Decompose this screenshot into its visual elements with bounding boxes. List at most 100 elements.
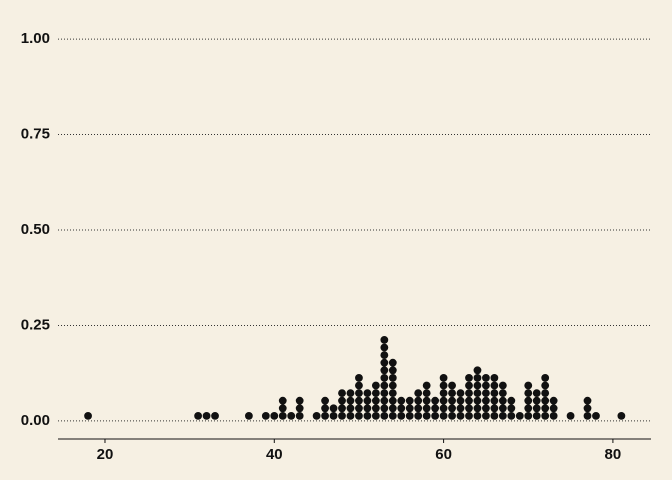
dot: [473, 381, 482, 390]
dot: [498, 412, 507, 420]
dot: [295, 396, 304, 405]
dot: [473, 412, 482, 420]
dot: [473, 404, 482, 413]
dot: [498, 389, 507, 398]
dot: [278, 396, 287, 405]
dot: [482, 381, 490, 390]
dot: [414, 396, 423, 405]
dot: [270, 412, 279, 420]
dot: [363, 404, 372, 413]
dot: [482, 404, 490, 413]
x-tick-label: 20: [97, 446, 114, 463]
dot: [380, 381, 389, 390]
dot: [388, 366, 397, 375]
dot: [473, 374, 482, 382]
dot: [355, 389, 363, 398]
dot: [321, 396, 329, 405]
dot: [465, 374, 473, 382]
y-tick-label: 1.00: [21, 30, 50, 47]
dot: [346, 404, 355, 413]
dot: [371, 412, 380, 420]
dot: [456, 404, 465, 413]
dot: [380, 374, 389, 382]
dot: [380, 351, 389, 360]
dot: [524, 381, 533, 390]
dot: [498, 396, 507, 405]
dot: [439, 396, 448, 405]
dot: [414, 412, 423, 420]
dot: [355, 374, 363, 382]
dot: [507, 412, 516, 420]
dot: [532, 389, 541, 398]
dot: [482, 389, 490, 398]
dot: [448, 412, 456, 420]
dot: [549, 404, 558, 413]
dot: [422, 389, 431, 398]
dot: [482, 374, 490, 382]
dot: [439, 374, 448, 382]
dot: [456, 389, 465, 398]
dot: [482, 396, 490, 405]
dot: [422, 396, 431, 405]
dot: [448, 404, 456, 413]
dot: [422, 381, 431, 390]
dot: [397, 396, 406, 405]
dot: [448, 396, 456, 405]
dot: [346, 412, 355, 420]
dot: [532, 404, 541, 413]
dot: [490, 396, 499, 405]
dot: [465, 412, 473, 420]
dot: [465, 404, 473, 413]
dot: [549, 412, 558, 420]
dot: [194, 412, 203, 420]
dot: [448, 389, 456, 398]
dot: [371, 389, 380, 398]
dot: [414, 389, 423, 398]
dot: [549, 396, 558, 405]
dot: [439, 381, 448, 390]
dot: [465, 396, 473, 405]
dot: [473, 396, 482, 405]
dot: [363, 396, 372, 405]
y-tick-label: 0.00: [21, 412, 50, 429]
dot: [380, 412, 389, 420]
dot: [541, 374, 550, 382]
dot: [490, 389, 499, 398]
dot: [388, 358, 397, 367]
dot: [456, 396, 465, 405]
dot: [321, 404, 329, 413]
dot: [397, 404, 406, 413]
dot: [329, 412, 338, 420]
dot: [380, 389, 389, 398]
dot: [422, 412, 431, 420]
dot: [363, 412, 372, 420]
dot: [405, 404, 414, 413]
dot: [448, 381, 456, 390]
dot: [388, 374, 397, 382]
dot: [498, 381, 507, 390]
dot: [405, 412, 414, 420]
dot: [295, 412, 304, 420]
dot: [371, 396, 380, 405]
dot: [380, 404, 389, 413]
x-tick-label: 80: [605, 446, 622, 463]
dot: [490, 381, 499, 390]
y-tick-label: 0.75: [21, 126, 50, 143]
dot: [380, 366, 389, 375]
dot: [312, 412, 321, 420]
dot: [371, 381, 380, 390]
dot: [422, 404, 431, 413]
dot: [456, 412, 465, 420]
dot: [507, 404, 516, 413]
dot: [388, 389, 397, 398]
dot: [211, 412, 219, 420]
dot: [338, 404, 346, 413]
dot: [439, 389, 448, 398]
dot: [338, 396, 346, 405]
dot: [515, 412, 524, 420]
dot: [388, 404, 397, 413]
dot: [592, 412, 600, 420]
y-tick-label: 0.50: [21, 221, 50, 238]
dot: [541, 412, 550, 420]
